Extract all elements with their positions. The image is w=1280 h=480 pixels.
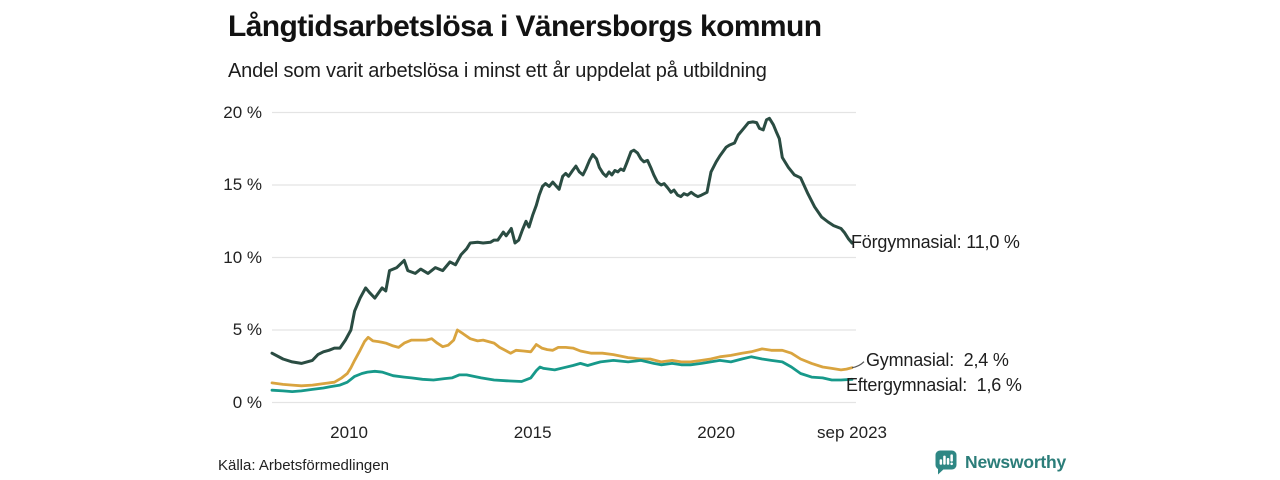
y-tick-label: 15 % [223,175,262,194]
series-line-gymnasial [270,328,854,388]
newsworthy-logo-icon [935,450,957,475]
line-label-gymnasial: Gymnasial: 2,4 % [866,350,1009,370]
y-tick-label: 5 % [232,320,262,339]
source-note: Källa: Arbetsförmedlingen [218,457,389,474]
series-line-eftergymnasial [270,355,854,393]
series-layer [270,116,854,393]
label-connector-line [851,361,865,369]
brand-name: Newsworthy [965,452,1067,472]
gridlines-layer [272,111,856,404]
page-title: Långtidsarbetslösa i Vänersborgs kommun [228,10,822,43]
x-tick-label: 2020 [697,423,736,442]
brand-lockup: Newsworthy [934,450,1066,475]
line-label-eftergymnasial: Eftergymnasial: 1,6 % [846,375,1022,395]
y-tick-label: 10 % [223,247,262,267]
x-tick-label: 2015 [513,423,552,442]
x-tick-label: sep 2023 [817,423,887,442]
page-subtitle: Andel som varit arbetslösa i minst ett å… [228,60,767,82]
x-tick-label: 2010 [330,423,368,442]
series-line-förgymnasial [270,116,854,365]
line-label-forgymnasial: Förgymnasial: 11,0 % [851,232,1020,252]
y-tick-label: 0 % [232,392,262,412]
y-tick-label: 20 % [223,102,262,122]
